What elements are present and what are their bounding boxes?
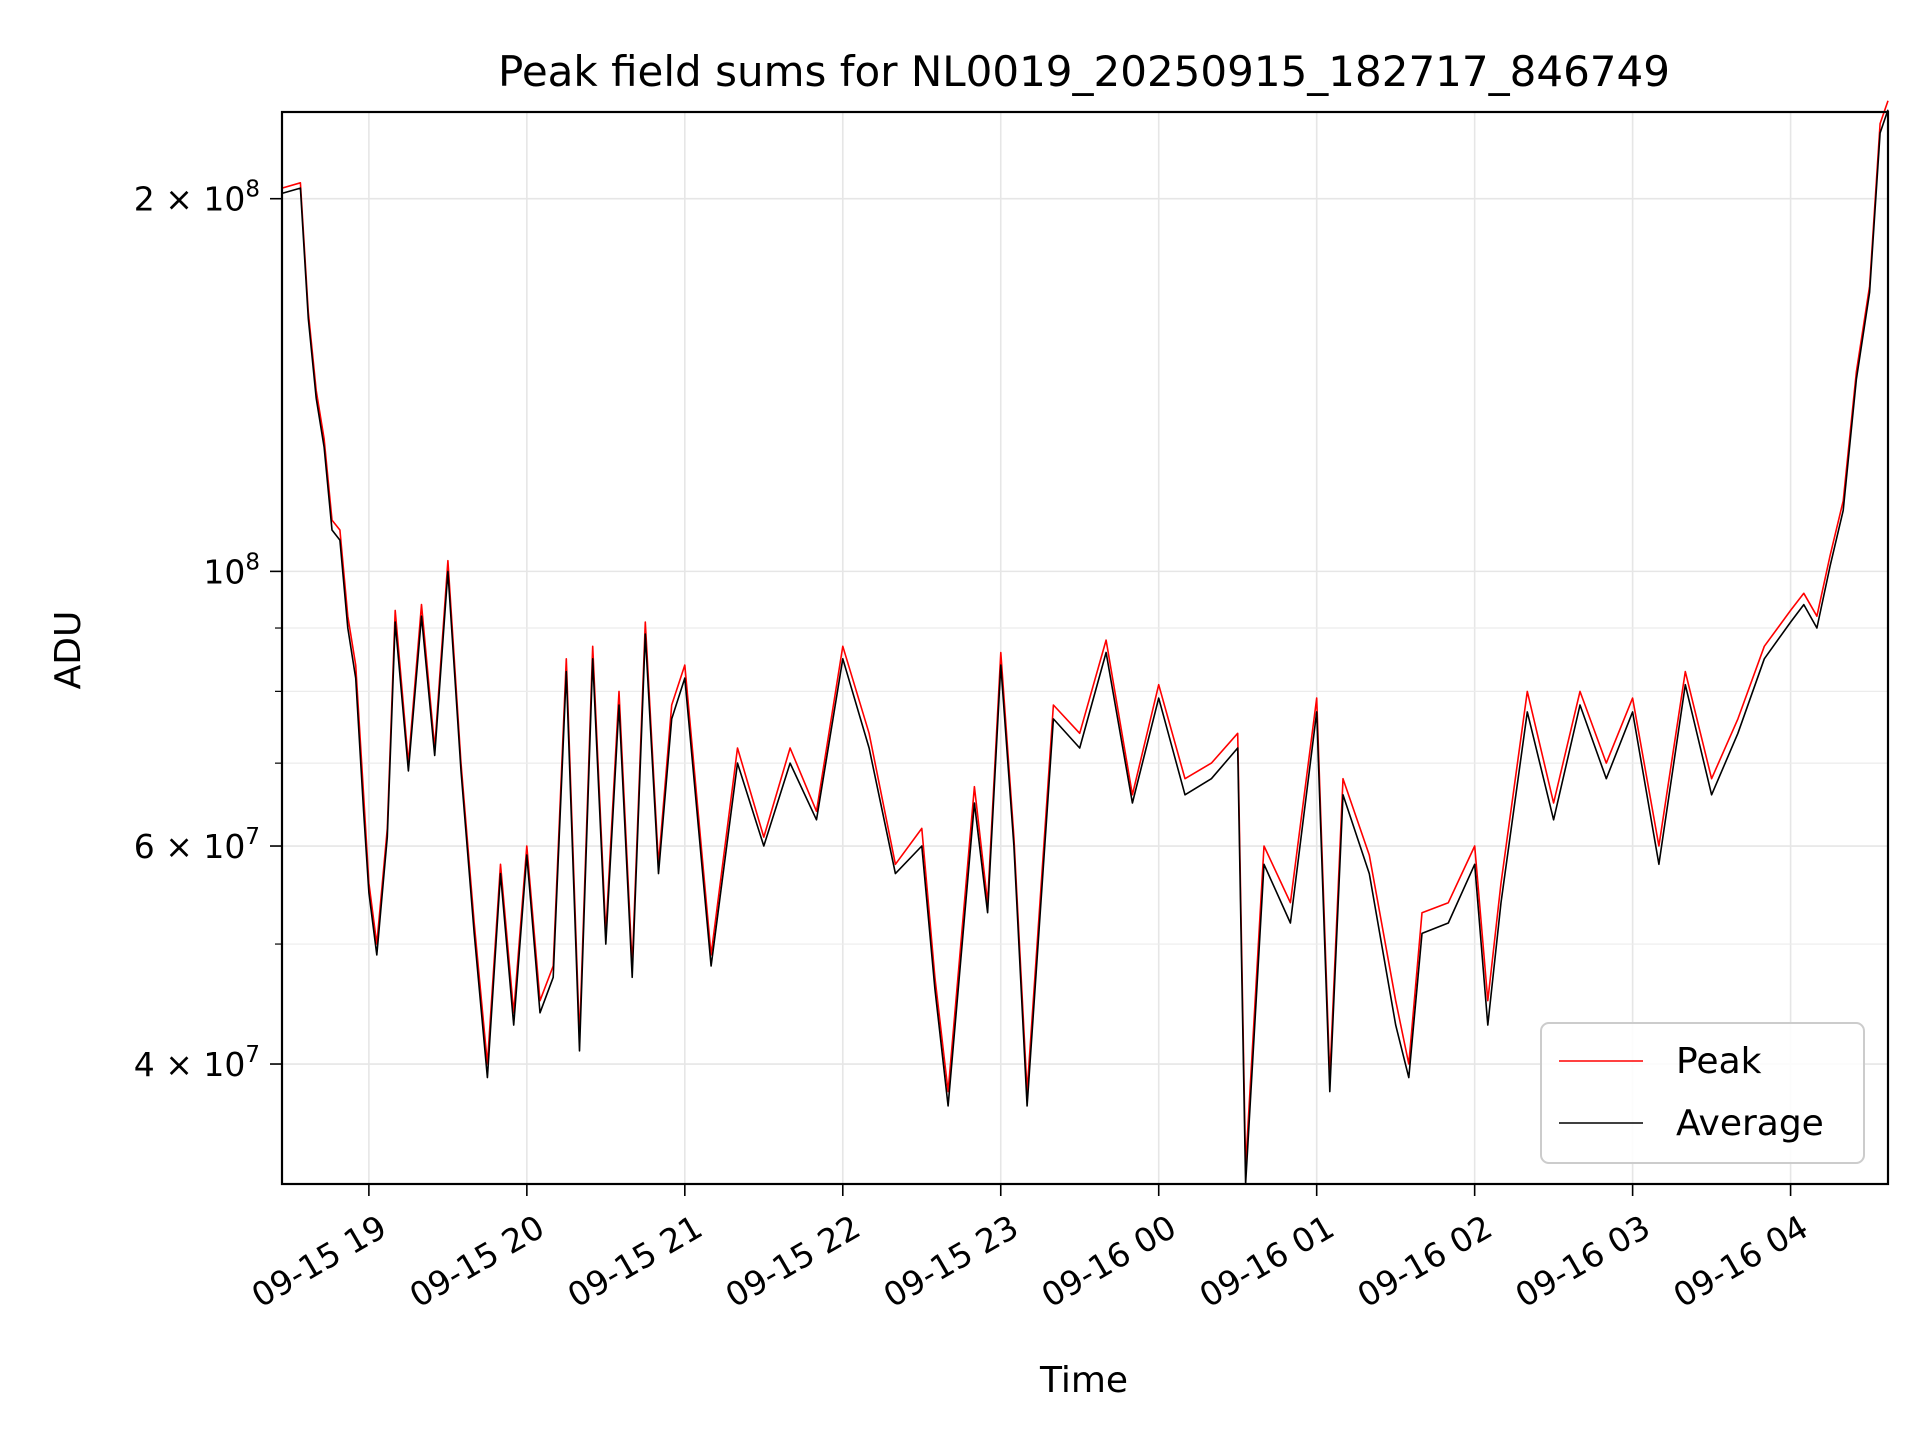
x-tick-label: 09-16 01 [1193, 1207, 1341, 1315]
y-tick-label: 108 [203, 549, 260, 591]
x-tick-label: 09-16 02 [1351, 1207, 1499, 1315]
plot-frame [280, 110, 1890, 1186]
x-tick-label: 09-15 20 [403, 1207, 551, 1315]
x-tick-label: 09-16 03 [1509, 1207, 1657, 1315]
legend-box [1540, 1022, 1865, 1164]
x-tick-label: 09-15 21 [561, 1207, 709, 1315]
x-tick-label: 09-16 04 [1667, 1207, 1815, 1315]
chart-title: Peak field sums for NL0019_20250915_1827… [498, 47, 1670, 96]
x-tick-label: 09-15 22 [719, 1207, 867, 1315]
x-tick-label: 09-15 23 [877, 1207, 1025, 1315]
legend-label-peak: Peak [1676, 1041, 1762, 1082]
y-tick-label: 4 × 107 [134, 1042, 260, 1084]
series-lines [281, 100, 1889, 1185]
series-line-average [281, 109, 1889, 1185]
x-tick-label: 09-16 00 [1035, 1207, 1183, 1315]
series-line-peak [281, 100, 1889, 1169]
legend: Peak Average [1540, 1022, 1865, 1164]
x-tick-label: 09-15 19 [245, 1207, 393, 1315]
y-tick-label: 2 × 108 [134, 177, 260, 219]
legend-label-average: Average [1676, 1103, 1824, 1144]
grid-lines [282, 112, 1888, 1184]
y-axis-label: ADU [48, 611, 89, 690]
x-axis-label: Time [1039, 1360, 1128, 1401]
y-tick-label: 6 × 107 [134, 824, 260, 866]
